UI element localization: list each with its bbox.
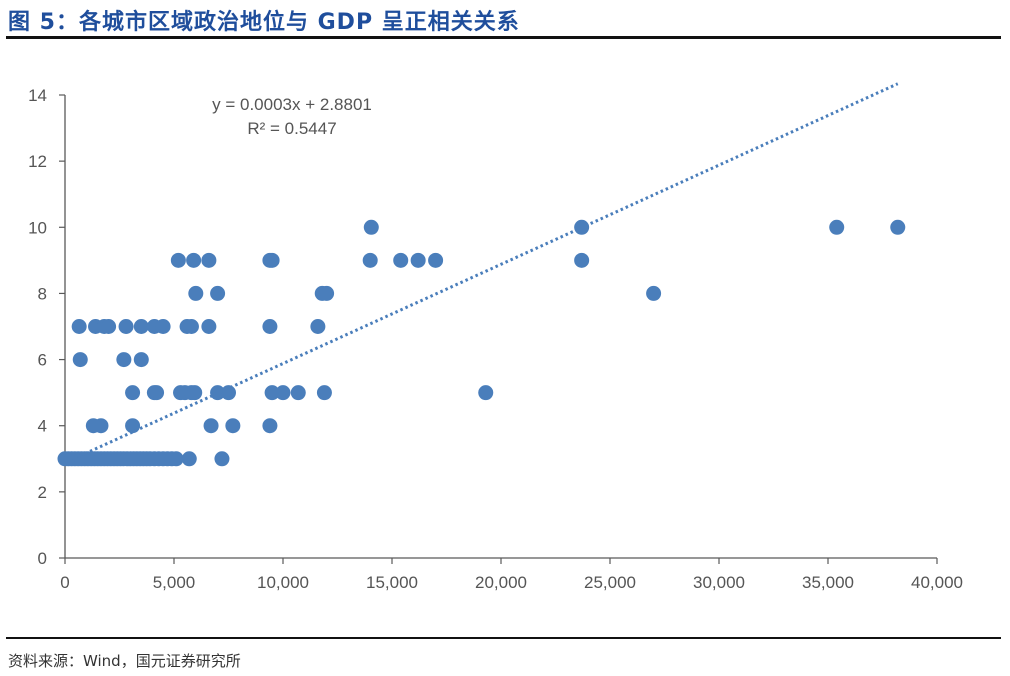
trendline-r2: R² = 0.5447: [247, 119, 336, 138]
data-point: [186, 252, 202, 268]
trendline-equation: y = 0.0003x + 2.8801: [212, 95, 372, 114]
data-point: [310, 319, 326, 334]
data-point: [210, 385, 226, 401]
data-point: [264, 385, 280, 401]
data-point: [118, 319, 134, 334]
x-tick-label: 10,000: [257, 573, 309, 592]
x-tick-label: 5,000: [153, 573, 196, 592]
data-point: [214, 451, 230, 467]
data-point: [101, 319, 117, 334]
data-point: [72, 352, 88, 368]
data-point: [574, 252, 590, 268]
data-point: [149, 385, 165, 401]
x-axis-ticks: 0 5,000 10,000 15,000 20,000 25,000 30,000 35,0…: [60, 558, 963, 592]
y-tick-label: 6: [38, 351, 47, 370]
data-point: [125, 385, 141, 401]
scatter-chart: 0 2 4 6 8 10 12 14 0 5,000 10,000 15,000 20,000 25,0…: [28, 82, 963, 592]
data-point: [262, 418, 278, 434]
data-point: [890, 219, 906, 235]
data-point: [210, 285, 226, 301]
x-tick-label: 15,000: [366, 573, 418, 592]
source-note: 资料来源：Wind，国元证券研究所: [8, 652, 241, 670]
data-point: [428, 252, 444, 268]
footer-rule: [6, 637, 1001, 639]
data-point: [203, 418, 219, 434]
data-point: [201, 252, 217, 268]
data-point: [155, 319, 171, 334]
data-point: [133, 319, 149, 334]
x-tick-label: 40,000: [911, 573, 963, 592]
data-point: [93, 418, 109, 434]
data-point: [410, 252, 426, 268]
x-tick-label: 0: [60, 573, 69, 592]
data-point: [71, 319, 87, 334]
data-point: [116, 352, 132, 368]
title-rule: [6, 36, 1001, 39]
data-point: [264, 252, 280, 268]
x-tick-label: 35,000: [802, 573, 854, 592]
data-point: [393, 252, 409, 268]
x-tick-label: 20,000: [475, 573, 527, 592]
y-tick-label: 0: [38, 549, 47, 568]
y-tick-label: 14: [28, 86, 47, 105]
data-point: [221, 385, 236, 401]
figure-title: 图 5：各城市区域政治地位与 GDP 呈正相关关系: [8, 10, 520, 35]
y-tick-label: 4: [38, 417, 47, 436]
y-tick-label: 12: [28, 152, 47, 171]
y-axis-ticks: 0 2 4 6 8 10 12 14: [28, 86, 65, 568]
data-point: [188, 285, 204, 301]
data-point: [316, 385, 332, 401]
y-tick-label: 10: [28, 218, 47, 237]
y-tick-label: 2: [38, 483, 47, 502]
y-tick-label: 8: [38, 284, 47, 303]
data-point: [275, 385, 291, 401]
data-point: [187, 385, 203, 401]
data-point: [201, 319, 217, 334]
data-point: [170, 252, 186, 268]
data-point: [362, 252, 378, 268]
data-point: [319, 285, 335, 301]
data-point: [646, 285, 662, 301]
data-point: [290, 385, 306, 401]
data-point: [478, 385, 494, 401]
data-point: [363, 219, 379, 235]
x-tick-label: 25,000: [584, 573, 636, 592]
data-point: [262, 319, 278, 334]
data-point: [181, 451, 197, 467]
data-point: [133, 352, 149, 368]
trendline: [64, 82, 899, 465]
data-point: [829, 219, 845, 235]
data-point: [225, 418, 241, 434]
data-point: [168, 451, 184, 467]
data-points: [57, 219, 906, 467]
x-tick-label: 30,000: [693, 573, 745, 592]
data-point: [183, 319, 199, 334]
